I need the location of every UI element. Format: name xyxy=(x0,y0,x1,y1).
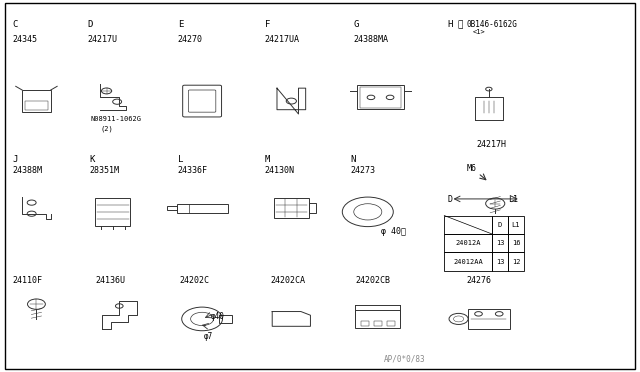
Text: 24136U: 24136U xyxy=(96,276,125,285)
Text: N: N xyxy=(351,155,356,164)
Text: N08911-1062G: N08911-1062G xyxy=(91,116,141,122)
Text: 24345: 24345 xyxy=(13,35,38,44)
Text: 13: 13 xyxy=(496,240,504,246)
Text: φ40: φ40 xyxy=(211,311,224,321)
Text: M6: M6 xyxy=(467,164,477,173)
Bar xyxy=(26,102,47,110)
Text: 24388M: 24388M xyxy=(13,166,43,175)
Text: 24202CA: 24202CA xyxy=(270,276,305,285)
Text: <1>: <1> xyxy=(473,29,486,35)
Bar xyxy=(220,315,232,323)
Text: 24336F: 24336F xyxy=(178,166,208,175)
Text: 24202CB: 24202CB xyxy=(355,276,390,285)
Text: 12: 12 xyxy=(512,259,520,265)
Bar xyxy=(508,234,524,253)
Bar xyxy=(374,321,382,326)
Bar xyxy=(274,198,309,218)
Bar xyxy=(360,87,401,108)
Text: 24012A: 24012A xyxy=(456,240,481,246)
Text: D: D xyxy=(498,222,502,228)
Text: (2): (2) xyxy=(100,125,113,132)
Bar xyxy=(444,253,492,271)
Text: 24276: 24276 xyxy=(467,276,492,285)
Text: AP/0*0/83: AP/0*0/83 xyxy=(384,354,426,363)
Text: E: E xyxy=(178,20,183,29)
Text: 24270: 24270 xyxy=(178,35,203,44)
Text: H: H xyxy=(447,20,453,29)
Bar xyxy=(492,234,508,253)
Bar xyxy=(95,198,131,226)
Text: 24130N: 24130N xyxy=(264,166,294,175)
Text: J: J xyxy=(13,155,18,164)
Bar xyxy=(492,215,508,234)
Text: 24110F: 24110F xyxy=(13,276,43,285)
Text: D: D xyxy=(88,20,93,29)
Text: C: C xyxy=(13,20,18,29)
Text: 24273: 24273 xyxy=(351,166,376,175)
Text: 24202C: 24202C xyxy=(180,276,210,285)
Text: 0B146-6162G: 0B146-6162G xyxy=(467,20,517,29)
Text: 16: 16 xyxy=(512,240,520,246)
Bar xyxy=(22,90,51,112)
Text: L1: L1 xyxy=(512,222,520,228)
Bar xyxy=(444,234,492,253)
Text: D: D xyxy=(447,195,452,204)
Bar xyxy=(362,321,369,326)
Text: 28351M: 28351M xyxy=(90,166,119,175)
Bar xyxy=(177,203,228,213)
Bar xyxy=(387,321,394,326)
Text: M: M xyxy=(264,155,270,164)
Text: 24217UA: 24217UA xyxy=(264,35,300,44)
Text: φ 40用: φ 40用 xyxy=(381,227,406,235)
Text: 24012AA: 24012AA xyxy=(453,259,483,265)
Bar xyxy=(468,309,509,329)
Text: G: G xyxy=(354,20,359,29)
Text: φ7: φ7 xyxy=(204,332,213,341)
Text: 13: 13 xyxy=(496,259,504,265)
Bar xyxy=(508,253,524,271)
Text: K: K xyxy=(90,155,95,164)
Text: Ⓑ: Ⓑ xyxy=(457,20,462,29)
Text: 24388MA: 24388MA xyxy=(354,35,388,44)
Bar xyxy=(492,253,508,271)
Bar xyxy=(444,215,492,234)
Bar xyxy=(356,86,404,109)
Bar xyxy=(309,203,317,213)
Bar xyxy=(355,310,399,328)
Text: L: L xyxy=(178,155,183,164)
Text: F: F xyxy=(264,20,270,29)
Bar xyxy=(167,206,177,211)
Text: 24217U: 24217U xyxy=(88,35,117,44)
Text: 24217H: 24217H xyxy=(476,140,506,149)
Bar xyxy=(508,215,524,234)
Text: L1: L1 xyxy=(508,195,518,204)
